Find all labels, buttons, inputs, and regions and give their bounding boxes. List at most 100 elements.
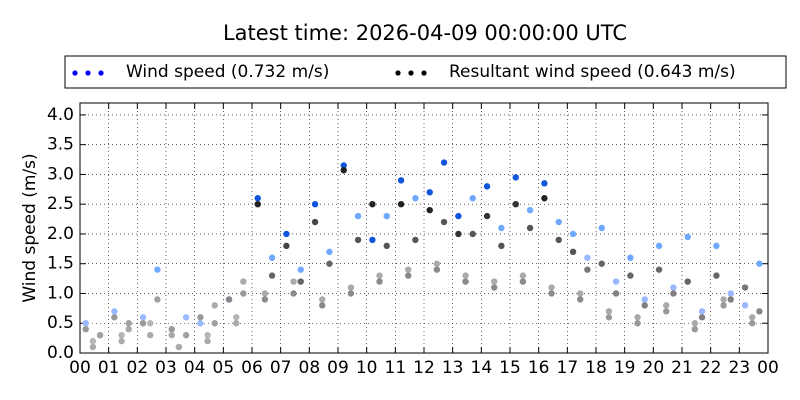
scatter-point (405, 266, 412, 273)
scatter-point (455, 212, 462, 220)
scatter-point (397, 177, 405, 184)
scatter-point (541, 195, 548, 202)
scatter-point (240, 278, 247, 285)
scatter-point (125, 325, 132, 333)
scatter-point (426, 206, 433, 214)
x-tick-label: 22 (700, 358, 722, 378)
scatter-point (756, 308, 763, 315)
scatter-point (168, 325, 175, 333)
scatter-point (584, 266, 591, 273)
scatter-point (641, 302, 648, 309)
scatter-point (82, 325, 89, 333)
scatter-point (211, 320, 218, 327)
scatter-point (698, 314, 706, 321)
scatter-point (405, 272, 412, 279)
scatter-point (555, 236, 562, 244)
x-tick-label: 17 (557, 358, 579, 378)
scatter-point (412, 195, 419, 202)
scatter-point (383, 212, 390, 220)
y-tick-label: 2.0 (47, 224, 74, 244)
scatter-point (670, 290, 677, 297)
scatter-point (233, 320, 240, 327)
scatter-point (340, 162, 347, 169)
scatter-point (663, 308, 670, 315)
scatter-point (433, 266, 441, 273)
scatter-point (691, 325, 699, 333)
scatter-point (756, 260, 763, 267)
chart-title: Latest time: 2026-04-09 00:00:00 UTC (223, 21, 627, 45)
x-tick-label: 11 (385, 358, 407, 378)
scatter-point (326, 260, 333, 267)
scatter-point (326, 248, 333, 256)
scatter-point (225, 296, 233, 303)
legend-marker (98, 70, 104, 76)
x-tick-label: 19 (614, 358, 636, 378)
x-tick-label: 06 (241, 358, 263, 378)
scatter-point (204, 337, 211, 345)
x-tick-label: 16 (528, 358, 550, 378)
x-tick-label: 08 (299, 358, 321, 378)
scatter-point (96, 331, 104, 339)
scatter-point (462, 272, 469, 279)
x-tick-label: 18 (585, 358, 607, 378)
scatter-point (612, 278, 620, 285)
scatter-point (369, 200, 376, 208)
legend-marker (395, 70, 401, 76)
scatter-point (663, 302, 670, 309)
scatter-point (440, 159, 448, 166)
scatter-point (691, 320, 699, 327)
scatter-point (512, 174, 519, 181)
scatter-point (268, 254, 276, 261)
scatter-point (655, 266, 663, 273)
scatter-point (154, 296, 161, 303)
scatter-point (469, 230, 476, 238)
scatter-point (261, 290, 269, 297)
scatter-point (261, 296, 269, 303)
scatter-point (498, 242, 505, 250)
scatter-point (627, 272, 634, 279)
scatter-point (118, 337, 125, 345)
x-tick-label: 12 (413, 358, 435, 378)
scatter-point (412, 236, 419, 244)
scatter-point (118, 331, 125, 339)
scatter-point (340, 167, 347, 174)
plot-frame (79, 102, 769, 354)
scatter-point (569, 230, 577, 238)
scatter-point (197, 320, 204, 327)
x-tick-label: 21 (671, 358, 693, 378)
scatter-point (555, 218, 562, 226)
y-axis-label: Wind speed (m/s) (20, 153, 40, 302)
scatter-point (634, 314, 641, 321)
x-tick-label: 04 (184, 358, 206, 378)
scatter-point (354, 236, 362, 244)
scatter-point (727, 296, 734, 303)
scatter-point (491, 284, 498, 291)
scatter-point (612, 290, 620, 297)
scatter-point (376, 272, 383, 279)
scatter-point (283, 242, 290, 250)
scatter-point (634, 320, 641, 327)
scatter-point (397, 200, 405, 208)
scatter-point (354, 212, 362, 220)
legend-marker (72, 70, 78, 76)
scatter-point (548, 284, 555, 291)
legend-label: Wind speed (0.732 m/s) (126, 62, 329, 82)
scatter-point (182, 314, 190, 321)
scatter-point (684, 278, 691, 285)
scatter-point (584, 254, 591, 261)
scatter-point (598, 260, 605, 267)
x-tick-label: 00 (69, 358, 91, 378)
scatter-point (147, 320, 154, 327)
scatter-point (168, 331, 175, 339)
scatter-point (720, 296, 727, 303)
x-tick-label: 00 (757, 358, 779, 378)
scatter-point (519, 272, 527, 279)
x-tick-label: 23 (729, 358, 751, 378)
scatter-point (240, 290, 247, 297)
scatter-point (268, 272, 276, 279)
scatter-point (175, 343, 183, 351)
scatter-point (376, 278, 383, 285)
x-tick-label: 10 (356, 358, 378, 378)
legend-marker (85, 70, 91, 76)
